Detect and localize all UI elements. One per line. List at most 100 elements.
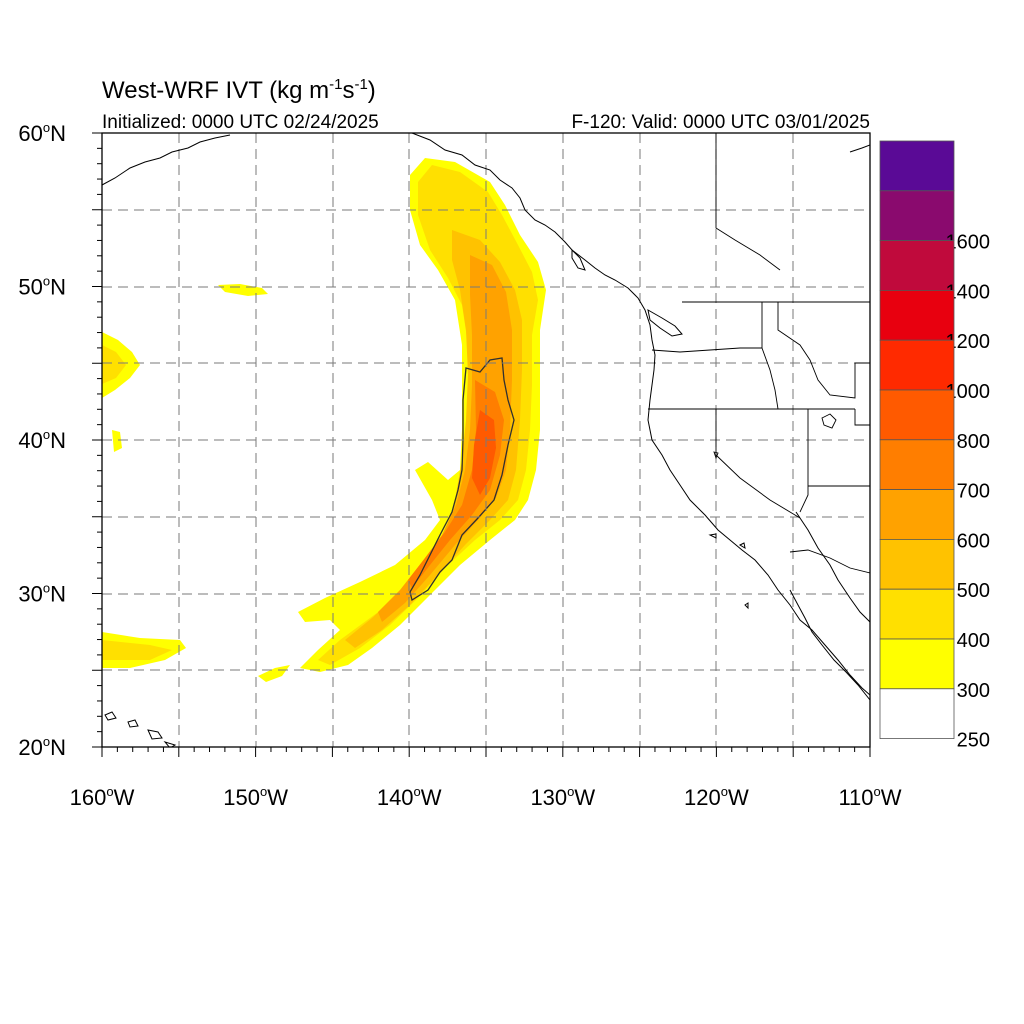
degree-mark: o bbox=[43, 581, 50, 596]
degree-mark: o bbox=[43, 734, 50, 749]
islands-channel bbox=[708, 533, 749, 610]
lake-tahoe bbox=[713, 451, 719, 460]
lat-label-hemisphere: N bbox=[50, 121, 66, 146]
degree-mark: o bbox=[414, 784, 421, 799]
colorbar-bin bbox=[879, 489, 955, 540]
colorbar-label: 300 bbox=[957, 680, 990, 702]
title-sup1: -1 bbox=[329, 76, 342, 93]
degree-mark: o bbox=[43, 120, 50, 135]
lon-label-deg: 140 bbox=[377, 785, 414, 810]
lat-label-deg: 60 bbox=[18, 121, 42, 146]
colorbar-label: 1400 bbox=[946, 281, 991, 303]
ivt-contour-500 bbox=[409, 357, 515, 602]
coast-hudson bbox=[849, 144, 870, 153]
ivt-patch-west-40n bbox=[112, 430, 122, 452]
title-sup2: -1 bbox=[354, 76, 367, 93]
lon-label: 130oW bbox=[530, 784, 595, 810]
colorbar-label: 500 bbox=[957, 580, 990, 602]
lon-label-hemisphere: W bbox=[267, 785, 288, 810]
colorbar-label: 1000 bbox=[946, 381, 991, 403]
degree-mark: o bbox=[43, 427, 50, 442]
lon-label-deg: 150 bbox=[223, 785, 260, 810]
lat-label-deg: 50 bbox=[18, 275, 42, 300]
lat-label: 30oN bbox=[18, 581, 66, 607]
lat-label-hemisphere: N bbox=[50, 582, 66, 607]
lat-label: 40oN bbox=[18, 427, 66, 453]
degree-mark: o bbox=[567, 784, 574, 799]
ivt-colorbar: 1600 1400 1200 1000 800 700 600 500 400 300 250 bbox=[879, 140, 991, 752]
lat-label-hemisphere: N bbox=[50, 735, 66, 760]
axis-ticks bbox=[92, 132, 871, 757]
island-haida bbox=[571, 248, 586, 271]
degree-mark: o bbox=[106, 784, 113, 799]
lat-label: 60oN bbox=[18, 120, 66, 146]
lat-label-deg: 30 bbox=[18, 582, 42, 607]
colorbar-label: 1600 bbox=[946, 232, 991, 254]
border-nv-az bbox=[799, 409, 809, 513]
coast-baja-east bbox=[795, 511, 870, 623]
colorbar-bin bbox=[879, 140, 955, 192]
colorbar-label: 1200 bbox=[946, 331, 991, 353]
lon-label-hemisphere: W bbox=[881, 785, 902, 810]
border-alaska-canada bbox=[715, 133, 781, 271]
colorbar-label: 600 bbox=[957, 530, 990, 552]
degree-mark: o bbox=[874, 784, 881, 799]
border-us-mexico bbox=[789, 549, 870, 574]
colorbar-bin bbox=[879, 240, 955, 291]
ivt-patch-148w-24n bbox=[258, 665, 290, 682]
map-panel bbox=[102, 133, 870, 747]
colorbar-label: 700 bbox=[957, 481, 990, 503]
lon-label-deg: 130 bbox=[530, 785, 567, 810]
lon-label-hemisphere: W bbox=[421, 785, 442, 810]
lon-label: 140oW bbox=[377, 784, 442, 810]
lon-label: 160oW bbox=[70, 784, 135, 810]
lat-label-hemisphere: N bbox=[50, 428, 66, 453]
lon-label-hemisphere: W bbox=[574, 785, 595, 810]
coast-alaska bbox=[102, 134, 231, 186]
coast-baja-west bbox=[789, 589, 870, 701]
lon-label-deg: 160 bbox=[70, 785, 107, 810]
colorbar-bin bbox=[879, 339, 955, 391]
border-ut-co bbox=[854, 409, 870, 426]
degree-mark: o bbox=[43, 274, 50, 289]
degree-mark: o bbox=[260, 784, 267, 799]
ivt-patch-155w-26n-core bbox=[102, 640, 172, 660]
colorbar-bin bbox=[879, 389, 955, 441]
longitude-labels: 160oW 150oW 140oW 130oW 120oW 110oW bbox=[70, 784, 902, 810]
colorbar-bin bbox=[879, 439, 955, 490]
colorbar-label: 400 bbox=[957, 630, 990, 652]
lon-label: 110oW bbox=[838, 784, 901, 810]
border-id bbox=[761, 302, 870, 410]
island-vancouver bbox=[647, 309, 683, 337]
ivt-patch-west-45n-core bbox=[102, 345, 126, 384]
colorbar-bin bbox=[879, 588, 955, 640]
lat-label: 20oN bbox=[18, 734, 66, 760]
border-ca-nv bbox=[715, 409, 801, 519]
borders bbox=[648, 133, 870, 574]
border-or-wa bbox=[651, 302, 763, 353]
lon-label: 120oW bbox=[684, 784, 749, 810]
ivt-band-500 bbox=[378, 255, 512, 622]
colorbar-bin bbox=[879, 289, 955, 341]
lon-label-hemisphere: W bbox=[114, 785, 135, 810]
title-close: ) bbox=[368, 77, 376, 104]
subtitle-valid: F-120: Valid: 0000 UTC 03/01/2025 bbox=[571, 112, 870, 133]
lon-label-deg: 120 bbox=[684, 785, 721, 810]
colorbar-bin bbox=[879, 688, 955, 739]
lon-label: 150oW bbox=[223, 784, 288, 810]
coast-north-america bbox=[411, 133, 870, 696]
lat-label: 50oN bbox=[18, 274, 66, 300]
lon-label-hemisphere: W bbox=[728, 785, 749, 810]
coastlines bbox=[102, 133, 870, 747]
colorbar-bin bbox=[879, 190, 955, 242]
colorbar-label: 800 bbox=[957, 431, 990, 453]
subtitle-initialized: Initialized: 0000 UTC 02/24/2025 bbox=[102, 112, 379, 133]
figure-title: West-WRF IVT (kg m-1s-1) bbox=[102, 76, 376, 104]
title-mid: s bbox=[342, 77, 354, 104]
ivt-band-700 bbox=[472, 410, 496, 495]
lon-label-deg: 110 bbox=[838, 785, 873, 810]
colorbar-label: 250 bbox=[957, 730, 990, 752]
lat-label-deg: 20 bbox=[18, 735, 42, 760]
